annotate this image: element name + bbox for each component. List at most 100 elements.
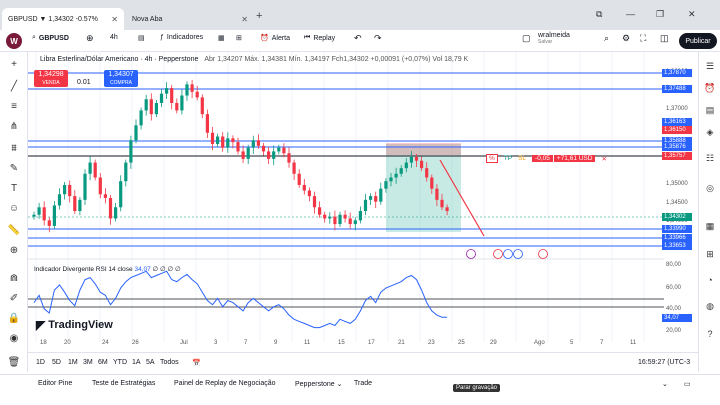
redo-icon[interactable]: ↷ [374, 33, 382, 43]
tab-pine-editor[interactable]: Editor Pine [38, 380, 73, 387]
chart-type-icon[interactable]: ▤ [138, 35, 145, 42]
replay-button[interactable]: ⏮ Replay [304, 34, 335, 42]
range-6m[interactable]: 6M [98, 359, 108, 366]
search-icon[interactable]: ⌕ [604, 33, 610, 43]
layers-icon[interactable]: ◈ [706, 127, 714, 137]
tab-strategy-tester[interactable]: Teste de Estratégias [92, 380, 156, 387]
candle-body [205, 114, 209, 133]
undo-icon[interactable]: ↶ [354, 33, 362, 43]
tab-trade[interactable]: Trade [354, 380, 373, 387]
layout-icon[interactable]: ▦ [218, 35, 225, 42]
price-level-label[interactable]: 1,36150 [662, 126, 692, 134]
range-1m[interactable]: 1M [68, 359, 78, 366]
sl-button[interactable]: SL [518, 155, 527, 162]
candle-body [185, 84, 189, 96]
pitchfork-icon[interactable]: ⋔ [9, 121, 19, 132]
browser-tab-gbpusd[interactable]: GBPUSD ▼ 1,34302 -0.57% ✕ [2, 8, 124, 30]
candle-body [302, 184, 306, 191]
close-position-icon[interactable]: ✕ [601, 155, 607, 163]
close-icon[interactable]: ✕ [241, 14, 248, 24]
lock-drawings-icon[interactable]: ✐ [9, 293, 19, 304]
range-3m[interactable]: 3M [83, 359, 93, 366]
user-menu[interactable]: wralmeida Salvar [538, 32, 570, 45]
camera-icon[interactable]: ◫ [660, 33, 669, 43]
grid-icon[interactable]: ⊞ [706, 249, 714, 259]
hotlist-icon[interactable]: ◔ [707, 275, 713, 285]
range-ytd[interactable]: YTD [113, 359, 127, 366]
buy-button[interactable]: 1,34307 COMPRA [104, 70, 138, 87]
tab-replay-panel[interactable]: Painel de Replay de Negociação [174, 380, 276, 387]
candle-body [88, 162, 92, 174]
help-icon[interactable]: ? [707, 329, 713, 339]
cast-icon[interactable]: ⧉ [596, 9, 603, 19]
price-level-label[interactable]: 1,36163 [662, 118, 692, 126]
ideas-icon[interactable]: ◎ [706, 183, 714, 193]
alerts-icon[interactable]: ⏰ [704, 83, 716, 93]
window-close-icon[interactable]: ✕ [688, 9, 696, 19]
gear-icon[interactable]: ⚙ [622, 33, 631, 43]
price-chart[interactable] [28, 52, 664, 352]
price-level-label[interactable]: 1,37870 [662, 69, 692, 77]
price-level-label[interactable]: 1,33990 [662, 225, 692, 233]
lock-icon[interactable]: 🔒 [7, 313, 21, 324]
user-avatar[interactable]: W [6, 33, 22, 49]
emoji-icon[interactable]: ☺ [8, 203, 20, 214]
rsi-title[interactable]: Indicador Divergente RSI 14 close [34, 266, 133, 273]
data-window-icon[interactable]: ▤ [705, 105, 715, 115]
ruler-icon[interactable]: 📏 [7, 225, 21, 236]
price-level-label[interactable]: 1,35757 [662, 152, 692, 160]
position-line-controls[interactable]: % TP SL -0,05 +71,61 USD ✕ [486, 154, 607, 163]
zoom-icon[interactable]: ⊕ [9, 245, 19, 256]
interval-button[interactable]: 4h [110, 34, 118, 41]
tp-button[interactable]: TP [503, 155, 513, 162]
range-1a[interactable]: 1A [132, 359, 141, 366]
horizontal-lines-icon[interactable]: ≡ [11, 101, 17, 112]
maximize-panel-icon[interactable]: ▭ [684, 381, 691, 388]
trendline-icon[interactable]: ╱ [10, 81, 18, 92]
text-tool-icon[interactable]: T [10, 183, 18, 194]
trash-icon[interactable]: 🗑 [7, 357, 21, 368]
goto-date-icon[interactable]: 📅 [192, 360, 201, 367]
minimize-icon[interactable]: — [626, 9, 635, 19]
price-level-label[interactable]: 1,34302 [662, 213, 692, 221]
range-5d[interactable]: 5D [52, 359, 61, 366]
price-level-label[interactable]: 1,33966 [662, 234, 692, 242]
symbol-search[interactable]: ⌕ GBPUSD [32, 34, 69, 42]
crosshair-icon[interactable]: + [11, 59, 17, 70]
add-symbol-icon[interactable]: ⊕ [86, 33, 94, 43]
watchlist-icon[interactable]: ☰ [705, 61, 715, 71]
publish-button[interactable]: Publicar [679, 33, 717, 49]
price-level-label[interactable]: 1,35888 [662, 137, 692, 145]
clock[interactable]: 16:59:27 (UTC-3 [638, 359, 691, 366]
magnet-icon[interactable]: ⋒ [9, 273, 19, 284]
price-level-label[interactable]: 1,33653 [662, 242, 692, 250]
indicators-button[interactable]: ƒ Indicadores [160, 34, 203, 41]
range-1d[interactable]: 1D [36, 359, 45, 366]
rsi-current-label: 34,07 [662, 314, 692, 322]
chevron-down-icon[interactable]: ⌄ [662, 381, 668, 388]
browser-tab-nova-aba[interactable]: Nova Aba ✕ [126, 8, 254, 30]
price-level-label[interactable]: 1,35876 [662, 143, 692, 151]
layout-icon-2[interactable]: ⊞ [236, 35, 242, 42]
symbol-description[interactable]: Libra Esterlina/Dólar Americano · 4h · P… [40, 56, 199, 63]
price-level-label[interactable]: 1,37488 [662, 85, 692, 93]
maximize-icon[interactable]: ❐ [656, 9, 665, 19]
fib-icon[interactable]: ⩩ [11, 143, 17, 154]
percent-toggle[interactable]: % [486, 154, 498, 163]
alert-button[interactable]: ⏰ Alerta [260, 34, 290, 43]
right-sidebar: ☰ ⏰ ▤ ◈ ☷ ◎ ▦ ⊞ ◔ ◍ ? [698, 52, 720, 372]
calendar-icon[interactable]: ▦ [705, 221, 715, 231]
new-tab-icon[interactable]: + [256, 10, 263, 22]
range-5a[interactable]: 5A [146, 359, 155, 366]
range-all[interactable]: Todos [160, 359, 179, 366]
tab-pepperstone[interactable]: Pepperstone ⌄ [295, 381, 343, 388]
fullscreen-icon[interactable]: ⛶ [640, 33, 647, 43]
layout-square-icon[interactable]: ▢ [522, 33, 531, 43]
notifications-icon[interactable]: ◍ [706, 301, 714, 311]
sell-button[interactable]: 1,34298 VENDA [34, 70, 68, 87]
eye-icon[interactable]: ◉ [9, 333, 19, 344]
close-icon[interactable]: ✕ [111, 14, 118, 24]
user-status: Salvar [538, 39, 553, 45]
chat-icon[interactable]: ☷ [705, 153, 715, 163]
brush-icon[interactable]: ✎ [9, 163, 19, 174]
